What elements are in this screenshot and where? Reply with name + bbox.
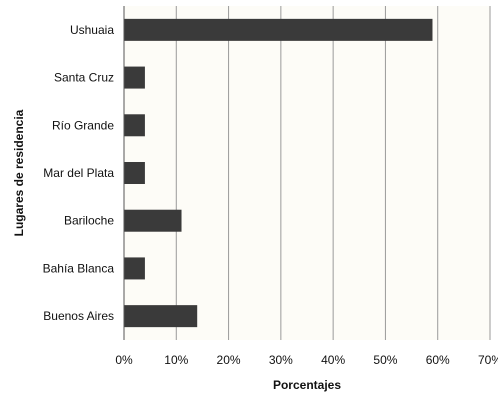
bar [124, 66, 145, 89]
y-axis-title: Lugares de residencia [12, 109, 26, 236]
category-label: Bahía Blanca [43, 261, 115, 275]
category-label: Buenos Aires [43, 309, 114, 323]
bar [124, 305, 198, 328]
category-label: Ushuaia [70, 23, 114, 37]
bar [124, 209, 182, 232]
x-axis-title: Porcentajes [273, 378, 341, 392]
x-tick-label: 10% [164, 353, 188, 367]
x-tick-label: 70% [478, 353, 498, 367]
bar [124, 114, 145, 137]
category-label: Bariloche [64, 214, 114, 228]
bar [124, 257, 145, 280]
x-tick-label: 50% [373, 353, 397, 367]
bar [124, 162, 145, 184]
category-label: Río Grande [52, 118, 114, 132]
x-tick-label: 60% [426, 353, 450, 367]
x-tick-label: 30% [269, 353, 293, 367]
x-tick-label: 40% [321, 353, 345, 367]
x-tick-label: 20% [217, 353, 241, 367]
category-label: Mar del Plata [43, 166, 114, 180]
bar [124, 18, 433, 41]
category-label: Santa Cruz [54, 71, 114, 85]
x-tick-label: 0% [115, 353, 133, 367]
plot-area [124, 6, 490, 340]
